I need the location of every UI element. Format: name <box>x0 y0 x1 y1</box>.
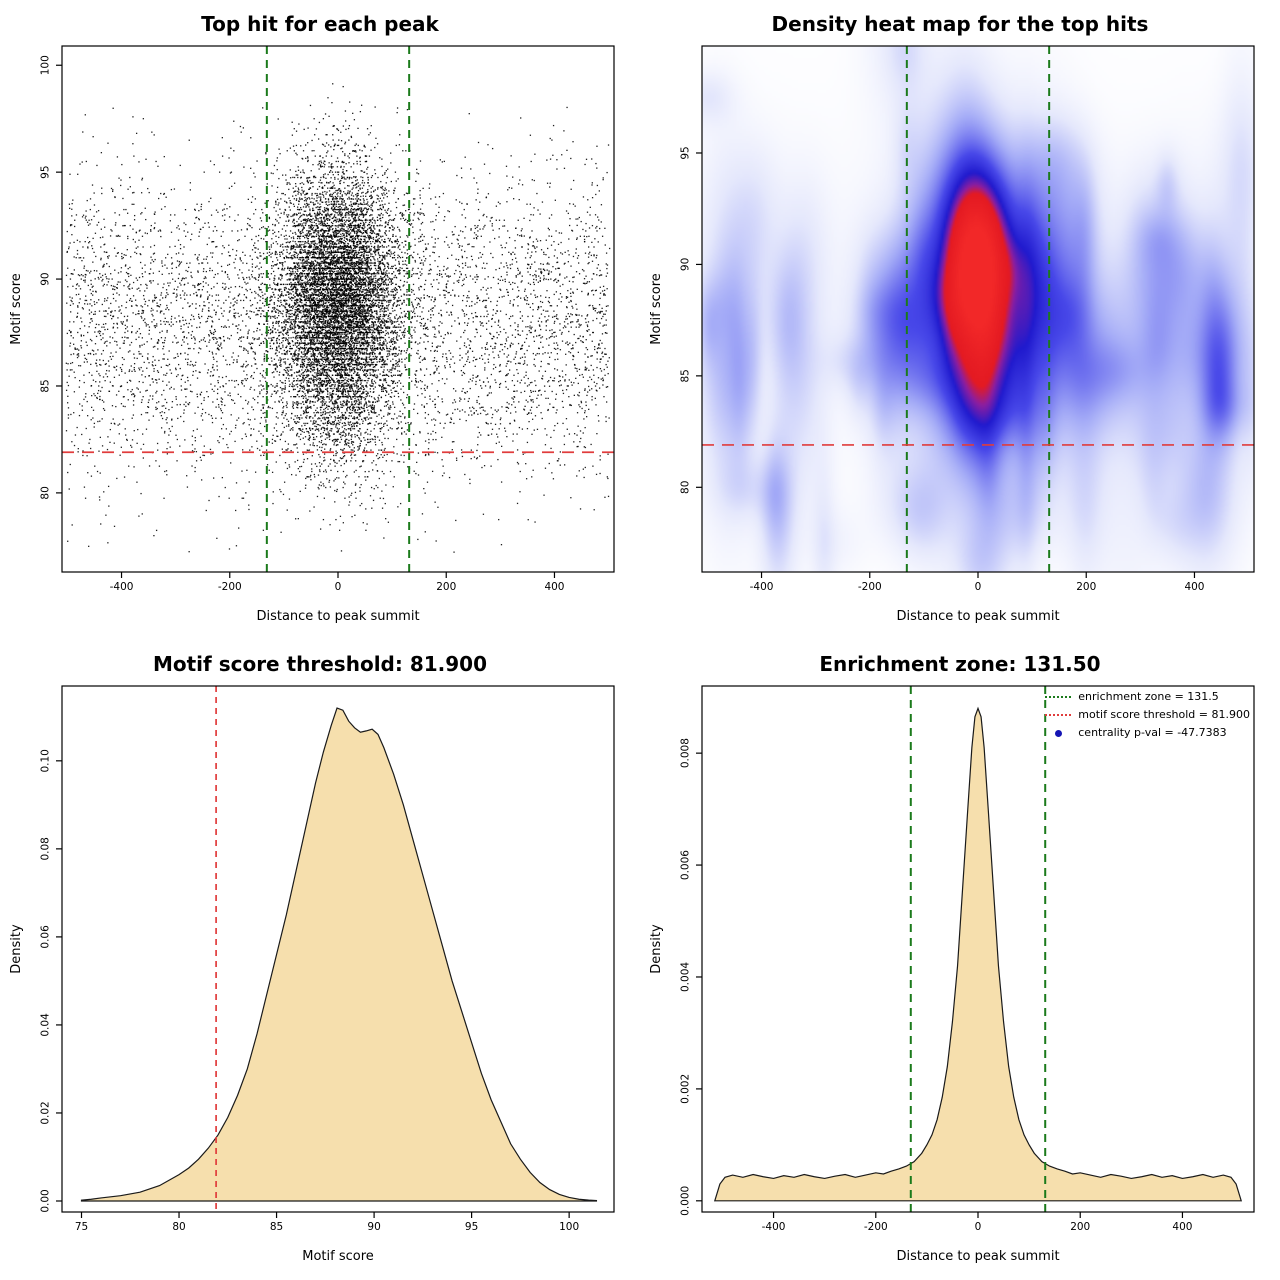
panel-heatmap: Density heat map for the top hits <box>640 0 1280 640</box>
panel-distance-density: Enrichment zone: 131.50 enrichment zone … <box>640 640 1280 1280</box>
heatmap-title: Density heat map for the top hits <box>771 12 1149 36</box>
enrichment-zone-line-swatch <box>1045 696 1072 699</box>
score-density-canvas <box>0 640 640 1280</box>
legend-item-enrichment-zone: enrichment zone = 131.5 <box>1045 690 1250 705</box>
panel-score-density: Motif score threshold: 81.900 <box>0 640 640 1280</box>
heatmap-plot-canvas <box>640 0 1280 640</box>
legend-label: motif score threshold = 81.900 <box>1078 707 1250 721</box>
legend: enrichment zone = 131.5 motif score thre… <box>1045 690 1250 741</box>
legend-label: enrichment zone = 131.5 <box>1078 690 1219 703</box>
panel-scatter: Top hit for each peak <box>0 0 640 640</box>
scatter-plot-canvas <box>0 0 640 640</box>
scatter-title: Top hit for each peak <box>201 12 439 36</box>
score-density-title: Motif score threshold: 81.900 <box>152 652 488 676</box>
distance-density-canvas <box>640 640 1280 1280</box>
centrality-pval-point-swatch <box>1055 729 1063 737</box>
legend-label: centrality p-val = -47.7383 <box>1078 725 1227 739</box>
legend-item-centrality-pval: centrality p-val = -47.7383 <box>1045 726 1250 741</box>
legend-item-score-threshold: motif score threshold = 81.900 <box>1045 708 1250 723</box>
score-threshold-line-swatch <box>1045 714 1072 717</box>
distance-density-title: Enrichment zone: 131.50 <box>819 652 1101 676</box>
